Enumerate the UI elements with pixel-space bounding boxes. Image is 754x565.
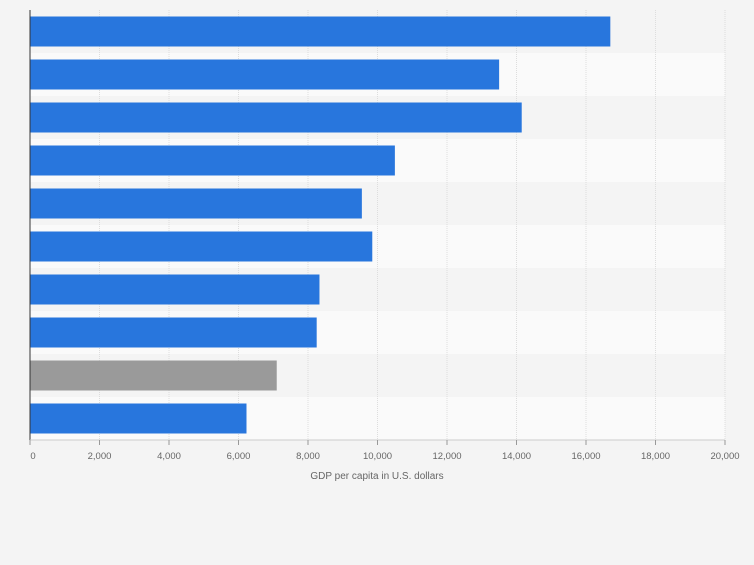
x-tick-label: 8,000	[296, 451, 320, 462]
x-tick-label: 10,000	[363, 451, 392, 462]
bar	[30, 274, 320, 305]
x-tick-label: 2,000	[88, 451, 112, 462]
bar	[30, 59, 500, 90]
bar	[30, 360, 277, 391]
bar	[30, 145, 395, 176]
x-tick-label: 16,000	[571, 451, 600, 462]
x-tick-label: 18,000	[641, 451, 670, 462]
bar	[30, 317, 317, 348]
x-tick-label: 0	[30, 451, 35, 462]
bar	[30, 16, 611, 47]
bar	[30, 231, 373, 262]
bar	[30, 102, 522, 133]
x-axis: 0 2,000 4,000 6,000 8,000 10,000 12,000 14,000 1…	[29, 10, 740, 462]
x-axis-label: GDP per capita in U.S. dollars	[310, 471, 443, 482]
x-tick-label: 14,000	[502, 451, 531, 462]
bar	[30, 188, 362, 219]
bar	[30, 403, 247, 434]
x-tick-label: 4,000	[157, 451, 181, 462]
x-tick-label: 6,000	[227, 451, 251, 462]
x-tick-label: 12,000	[432, 451, 461, 462]
bars	[30, 16, 611, 434]
x-tick-label: 20,000	[710, 451, 739, 462]
